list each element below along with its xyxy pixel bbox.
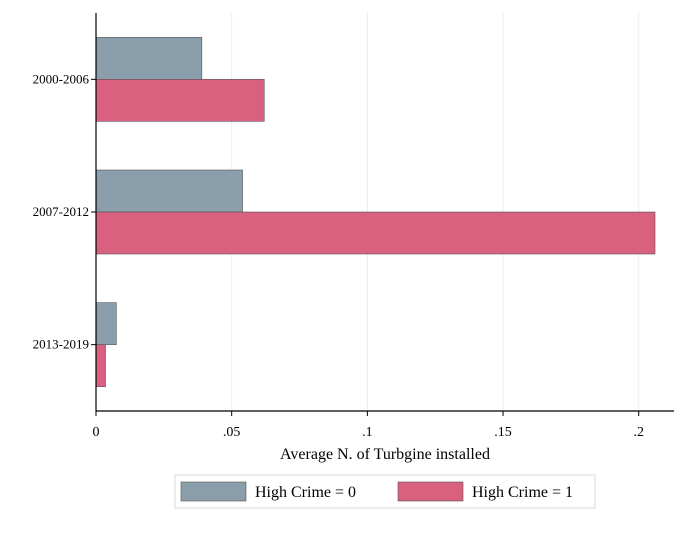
bar-2007-2012-series-2 [95, 211, 656, 255]
category-label: 2013-2019 [33, 337, 89, 352]
x-tick-label: .05 [223, 425, 241, 440]
legend-label: High Crime = 1 [472, 484, 573, 501]
bar-2000-2006-series-2 [95, 79, 265, 122]
x-tick-label: .2 [633, 425, 644, 440]
x-ticks: 0 .05 .1 .15 .2 [93, 411, 644, 440]
x-axis-title: Average N. of Turbgine installed [280, 446, 490, 463]
category-label: 2000-2006 [33, 71, 90, 86]
legend-swatch [180, 481, 247, 502]
x-tick-label: .1 [362, 425, 373, 440]
category-label: 2007-2012 [33, 204, 89, 219]
legend-swatch [397, 481, 464, 502]
legend: High Crime = 0 High Crime = 1 [174, 474, 596, 509]
x-tick-label: .15 [494, 425, 512, 440]
category-labels: 2000-2006 2007-2012 2013-2019 [33, 71, 96, 352]
bar-2013-2019-series-2 [95, 344, 106, 387]
bar-2007-2012-series-1 [95, 169, 243, 213]
bar-2000-2006-series-1 [95, 37, 203, 80]
x-tick-label: 0 [93, 425, 100, 440]
bars [95, 37, 656, 387]
bar-2013-2019-series-1 [95, 302, 117, 345]
legend-label: High Crime = 0 [255, 484, 356, 501]
